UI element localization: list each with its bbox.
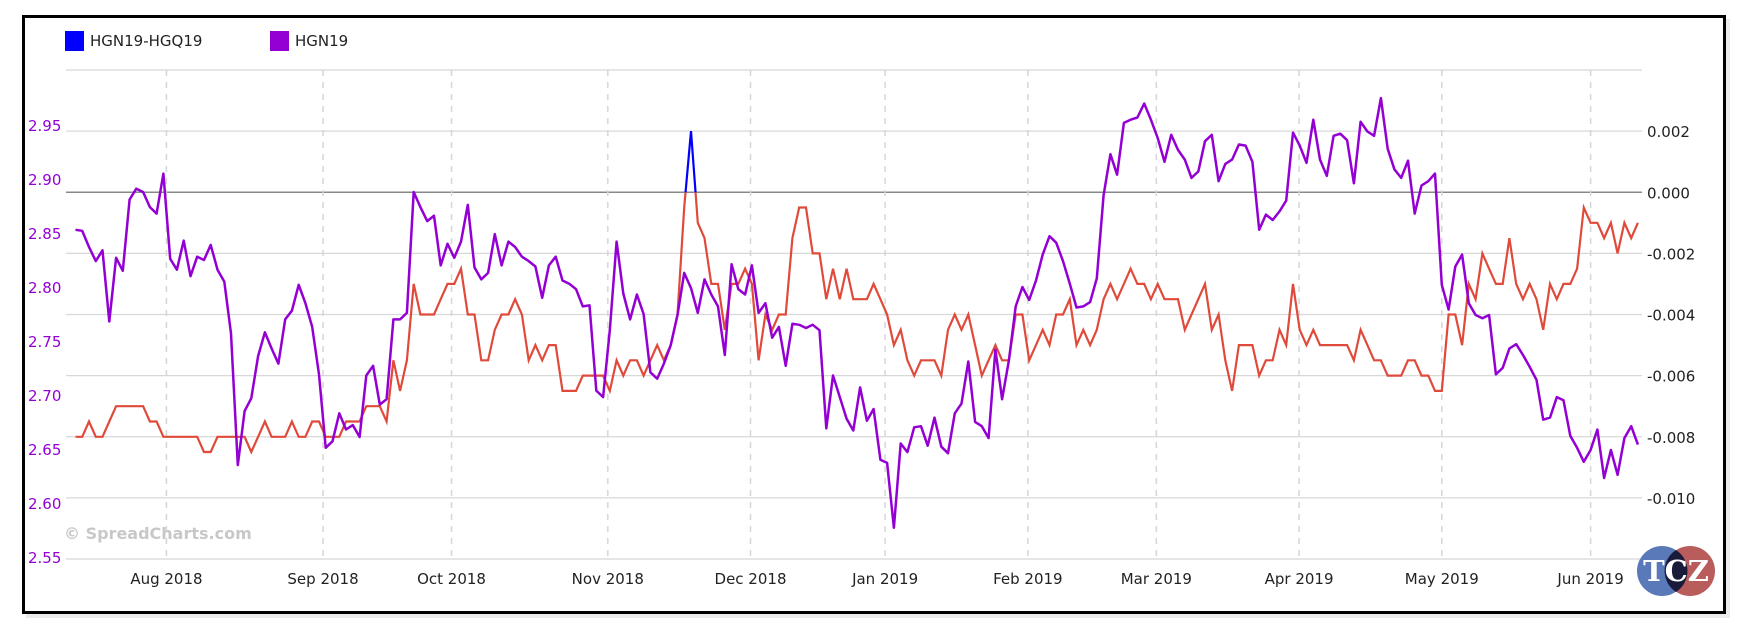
tcz-logo: TCZ (1636, 545, 1716, 597)
x-tick-label: Apr 2019 (1265, 570, 1334, 588)
legend-swatch-hgn19 (270, 31, 289, 51)
left-axis-tick-label: 2.55 (28, 549, 61, 567)
left-axis-tick-label: 2.95 (28, 117, 61, 135)
x-tick-label: Jan 2019 (851, 570, 918, 588)
right-axis-tick-label: -0.008 (1647, 429, 1695, 447)
x-tick-label: Nov 2018 (572, 570, 644, 588)
right-axis-tick-label: -0.004 (1647, 307, 1695, 325)
x-tick-label: Dec 2018 (715, 570, 787, 588)
series-line-spread-negative (75, 192, 1639, 455)
legend-label-spread: HGN19-HGQ19 (90, 32, 203, 50)
left-axis-tick-label: 2.85 (28, 225, 61, 243)
series-line-hgn19 (75, 96, 1640, 529)
legend-label-hgn19: HGN19 (295, 32, 349, 50)
x-tick-label: Sep 2018 (287, 570, 358, 588)
left-axis-tick-label: 2.80 (28, 279, 61, 297)
svg-text:TCZ: TCZ (1643, 554, 1709, 588)
left-axis-tick-label: 2.75 (28, 333, 61, 351)
x-tick-label: Jun 2019 (1556, 570, 1623, 588)
legend-item-hgn19[interactable]: HGN19 (270, 30, 348, 52)
x-tick-label: Aug 2018 (130, 570, 202, 588)
left-axis-tick-label: 2.90 (28, 171, 61, 189)
legend-swatch-spread (65, 31, 84, 51)
watermark: © SpreadCharts.com (64, 524, 252, 543)
right-axis-tick-label: -0.010 (1647, 490, 1695, 508)
legend-item-spread[interactable]: HGN19-HGQ19 (65, 30, 202, 52)
right-axis-tick-label: -0.006 (1647, 368, 1695, 386)
x-tick-label: Mar 2019 (1121, 570, 1192, 588)
left-axis-tick-label: 2.65 (28, 441, 61, 459)
right-axis-tick-label: 0.002 (1647, 123, 1690, 141)
left-axis-tick-label: 2.70 (28, 387, 61, 405)
left-axis-tick-label: 2.60 (28, 495, 61, 513)
right-axis-tick-label: -0.002 (1647, 245, 1695, 263)
x-tick-label: May 2019 (1405, 570, 1479, 588)
right-axis-tick-label: 0.000 (1647, 184, 1690, 202)
x-tick-label: Feb 2019 (993, 570, 1063, 588)
x-tick-label: Oct 2018 (417, 570, 486, 588)
